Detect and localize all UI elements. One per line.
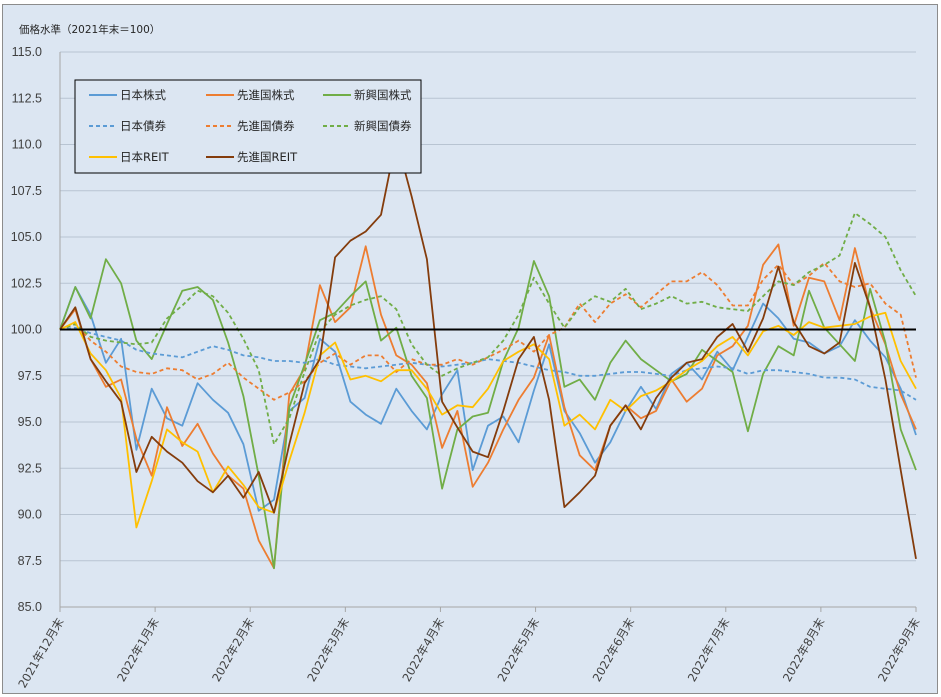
x-tick-label: 2022年7月末 [685, 615, 733, 684]
y-tick-label: 97.5 [18, 369, 42, 383]
legend-label: 新興国債券 [354, 119, 412, 133]
y-tick-label: 112.5 [12, 91, 42, 105]
x-tick-label: 2022年5月末 [494, 615, 542, 684]
series-line [59, 311, 917, 529]
x-tick-label: 2022年6月末 [590, 615, 638, 684]
series-line [59, 243, 917, 570]
legend-label: 日本株式 [120, 88, 166, 102]
y-axis-title: 価格水準（2021年末＝100） [19, 24, 161, 36]
y-tick-label: 107.5 [11, 184, 42, 198]
legend-label: 新興国株式 [354, 88, 412, 102]
y-tick-label: 115.0 [12, 45, 42, 59]
series-line [59, 326, 917, 401]
y-tick-label: 110.0 [12, 138, 42, 152]
series-line [59, 138, 917, 560]
x-tick-label: 2022年1月末 [114, 615, 162, 684]
y-tick-label: 87.5 [18, 554, 42, 568]
legend-label: 先進国株式 [237, 88, 295, 102]
series-line [59, 286, 917, 512]
legend-label: 日本REIT [120, 150, 170, 164]
legend-box [74, 79, 422, 174]
legend-label: 日本債券 [120, 119, 166, 133]
legend-label: 先進国REIT [237, 150, 298, 164]
y-tick-label: 92.5 [18, 461, 42, 475]
y-tick-label: 100.0 [11, 323, 42, 337]
x-tick-label: 2022年2月末 [209, 615, 257, 684]
line-chart: 85.0 87.5 90.0 92.5 95.0 97.5 100.0 102.5 105.0 1… [11, 45, 923, 690]
y-tick-label: 105.0 [11, 230, 42, 244]
y-tick-label: 102.5 [11, 276, 42, 290]
chart-area: 価格水準（2021年末＝100） 85.0 87.5 90.0 92.5 95.0 97.… [2, 4, 938, 694]
x-tick-label: 2022年3月末 [304, 615, 352, 684]
series-line [59, 258, 917, 570]
x-tick-label: 2022年9月末 [875, 615, 923, 684]
y-tick-label: 90.0 [18, 508, 42, 522]
x-tick-label: 2021年12月末 [15, 615, 67, 690]
x-tick-label: 2022年8月末 [780, 615, 828, 684]
x-tick-label: 2022年4月末 [399, 615, 447, 684]
y-tick-label: 85.0 [18, 600, 42, 614]
legend-label: 先進国債券 [237, 119, 295, 133]
y-tick-label: 95.0 [18, 415, 42, 429]
